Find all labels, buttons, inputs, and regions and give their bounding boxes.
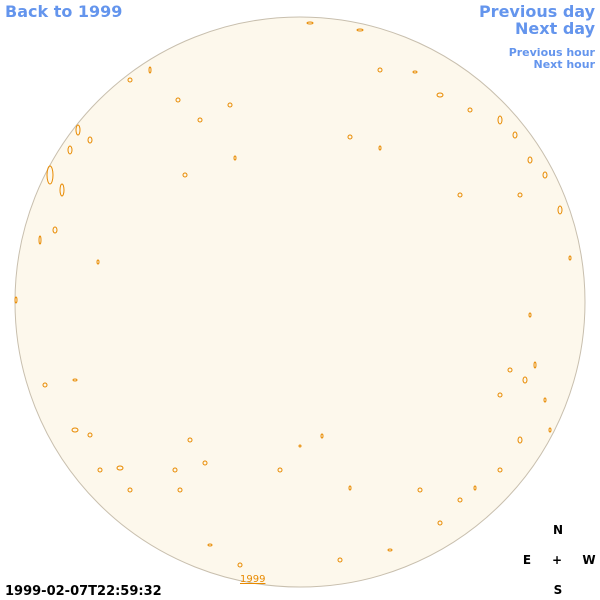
contour bbox=[337, 557, 343, 563]
contour bbox=[306, 21, 314, 25]
contour bbox=[457, 497, 463, 503]
next-hour-link[interactable]: Next hour bbox=[534, 58, 596, 71]
contour bbox=[298, 444, 302, 448]
contour bbox=[127, 487, 133, 493]
contour bbox=[543, 397, 547, 403]
year-link[interactable]: 1999 bbox=[240, 574, 265, 585]
contour bbox=[96, 259, 100, 265]
contour bbox=[348, 485, 352, 491]
contour bbox=[14, 296, 18, 304]
contour bbox=[522, 376, 528, 384]
contour bbox=[527, 156, 533, 164]
contour bbox=[517, 192, 523, 198]
contour bbox=[227, 102, 233, 108]
contour bbox=[457, 192, 463, 198]
contour bbox=[417, 487, 423, 493]
contour bbox=[38, 235, 42, 245]
compass-w: W bbox=[582, 553, 595, 567]
compass-s: S bbox=[554, 583, 563, 597]
contour bbox=[497, 467, 503, 473]
contour bbox=[347, 134, 353, 140]
contour bbox=[197, 117, 203, 123]
contour bbox=[233, 155, 237, 161]
contour bbox=[473, 485, 477, 491]
contour bbox=[377, 67, 383, 73]
contour bbox=[71, 427, 79, 433]
contour bbox=[528, 312, 532, 318]
contour bbox=[148, 66, 152, 74]
contour bbox=[497, 115, 503, 125]
contour bbox=[182, 172, 188, 178]
back-link[interactable]: Back to 1999 bbox=[5, 2, 122, 21]
contour bbox=[202, 460, 208, 466]
contour bbox=[52, 226, 58, 234]
contours bbox=[14, 21, 572, 568]
contour bbox=[67, 145, 73, 155]
contour bbox=[378, 145, 382, 151]
compass-center: + bbox=[552, 553, 562, 567]
contour bbox=[72, 378, 78, 382]
contour bbox=[320, 433, 324, 439]
contour bbox=[548, 427, 552, 433]
contour bbox=[568, 255, 572, 261]
contour bbox=[59, 183, 65, 197]
contour bbox=[387, 548, 393, 552]
contour bbox=[42, 382, 48, 388]
contour bbox=[512, 131, 518, 139]
contour bbox=[207, 543, 213, 547]
previous-hour-link[interactable]: Previous hour bbox=[509, 46, 596, 59]
contour bbox=[277, 467, 283, 473]
contour bbox=[557, 205, 563, 215]
compass-n: N bbox=[553, 523, 563, 537]
contour bbox=[517, 436, 523, 444]
contour bbox=[467, 107, 473, 113]
contour bbox=[177, 487, 183, 493]
contour bbox=[237, 562, 243, 568]
compass-e: E bbox=[523, 553, 531, 567]
contour bbox=[116, 465, 124, 471]
previous-day-link[interactable]: Previous day bbox=[479, 2, 596, 21]
contour bbox=[533, 361, 537, 369]
contour bbox=[175, 97, 181, 103]
contour bbox=[97, 467, 103, 473]
contour bbox=[436, 92, 444, 98]
contour bbox=[542, 171, 548, 179]
contour bbox=[507, 367, 513, 373]
solar-disk bbox=[14, 16, 586, 588]
contour bbox=[87, 432, 93, 438]
contour bbox=[412, 70, 418, 74]
contour bbox=[356, 28, 364, 32]
contour bbox=[497, 392, 503, 398]
contour bbox=[87, 136, 93, 144]
contour bbox=[172, 467, 178, 473]
contour bbox=[127, 77, 133, 83]
next-day-link[interactable]: Next day bbox=[515, 19, 596, 38]
contour bbox=[187, 437, 193, 443]
contour bbox=[46, 165, 54, 185]
contour bbox=[437, 520, 443, 526]
timestamp: 1999-02-07T22:59:32 bbox=[5, 584, 162, 599]
contour bbox=[75, 124, 81, 136]
